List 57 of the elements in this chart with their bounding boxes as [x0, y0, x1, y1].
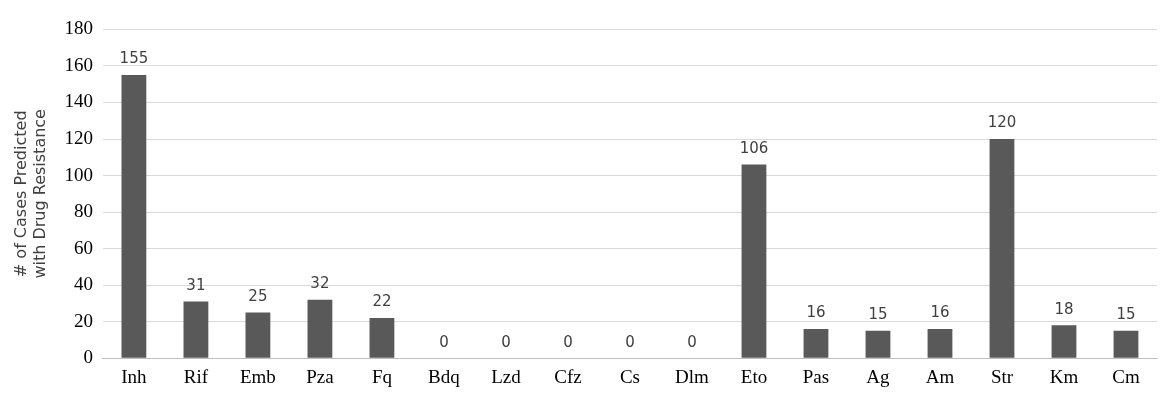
data-label: 16 — [806, 303, 826, 322]
data-label: 25 — [248, 286, 268, 305]
bar — [741, 164, 767, 358]
x-tick-label: Emb — [239, 365, 276, 387]
x-tick-label: Str — [990, 365, 1014, 387]
data-label: 106 — [739, 138, 769, 157]
x-tick-label: Am — [925, 365, 955, 387]
data-label: 32 — [310, 274, 330, 293]
bar — [121, 75, 147, 358]
x-tick-label: Pza — [306, 365, 335, 387]
x-tick-label: Km — [1049, 365, 1079, 387]
bar — [865, 330, 891, 358]
x-tick-label: Eto — [740, 365, 768, 387]
data-label: 0 — [563, 332, 573, 351]
data-label: 16 — [930, 303, 950, 322]
data-label: 18 — [1054, 299, 1074, 318]
bar — [183, 301, 209, 358]
x-tick-label: Cm — [1112, 365, 1140, 387]
bar — [927, 328, 953, 358]
bar — [989, 139, 1015, 358]
data-label: 15 — [868, 305, 888, 324]
data-label: 0 — [625, 332, 635, 351]
x-tick-label: Lzd — [491, 365, 522, 387]
x-tick-label: Rif — [183, 365, 209, 387]
bar — [369, 318, 395, 358]
data-label: 0 — [501, 332, 511, 351]
bar — [307, 299, 333, 358]
y-tick-label: 100 — [64, 163, 93, 185]
data-label: 22 — [372, 292, 392, 311]
bar — [1113, 330, 1139, 358]
data-label: 120 — [987, 113, 1017, 132]
x-tick-label: Dlm — [675, 365, 710, 387]
y-tick-label: 40 — [73, 273, 93, 295]
bar — [803, 328, 829, 358]
x-tick-label: Cfz — [554, 365, 582, 387]
y-tick-label: 180 — [64, 17, 93, 39]
x-tick-label: Fq — [371, 365, 393, 387]
y-tick-label: 160 — [64, 53, 93, 75]
y-tick-label: 120 — [64, 126, 93, 148]
y-tick-label: 20 — [73, 309, 93, 331]
x-tick-label: Cs — [619, 365, 640, 387]
data-label: 0 — [439, 332, 449, 351]
x-tick-label: Bdq — [428, 365, 461, 387]
y-axis-title: # of Cases Predicted with Drug Resistance — [10, 109, 49, 279]
x-tick-label: Inh — [121, 365, 148, 387]
data-label: 15 — [1116, 305, 1136, 324]
y-tick-label: 80 — [73, 200, 93, 222]
data-label: 155 — [119, 49, 149, 68]
data-label: 31 — [186, 275, 206, 294]
y-tick-label: 0 — [83, 346, 93, 368]
y-tick-label: 140 — [64, 90, 93, 112]
bar — [245, 312, 271, 358]
y-tick-label: 60 — [73, 236, 93, 258]
x-tick-label: Ag — [866, 365, 891, 387]
bar — [1051, 325, 1077, 358]
x-tick-label: Pas — [802, 365, 830, 387]
data-label: 0 — [687, 332, 697, 351]
